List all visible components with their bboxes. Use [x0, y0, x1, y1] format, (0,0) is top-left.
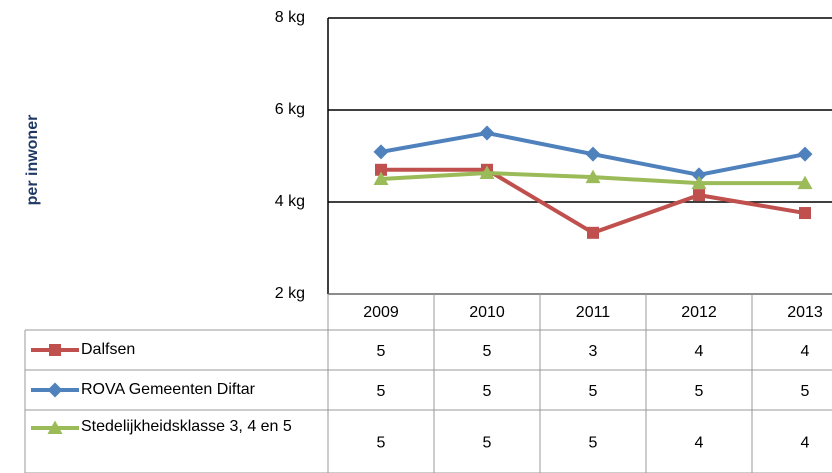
marker: [587, 226, 599, 239]
y-tick-label: 8 kg: [275, 9, 305, 26]
x-tick-label: 2011: [576, 304, 611, 321]
marker: [373, 144, 389, 160]
table-value: 5: [589, 383, 598, 400]
y-tick-label: 6 kg: [275, 101, 305, 118]
marker: [375, 163, 387, 176]
marker: [691, 175, 707, 190]
marker: [693, 189, 705, 202]
table-value: 5: [483, 383, 492, 400]
table-value: 5: [589, 435, 598, 452]
table-value: 5: [377, 383, 386, 400]
x-tick-label: 2010: [469, 304, 505, 321]
y-tick-label: 2 kg: [275, 285, 305, 302]
table-value: 5: [483, 343, 492, 360]
table-value: 4: [695, 435, 704, 452]
table-value: 5: [377, 343, 386, 360]
marker: [585, 169, 601, 184]
table-value: 5: [483, 435, 492, 452]
legend-cell: Stedelijkheidsklasse 3, 4 en 5: [81, 416, 331, 438]
x-tick-label: 2013: [787, 304, 823, 321]
marker: [691, 167, 707, 183]
table-value: 5: [695, 383, 704, 400]
legend-label-box: Dalfsen: [81, 339, 331, 361]
table-value: 4: [801, 435, 810, 452]
legend-label: Dalfsen: [81, 341, 136, 358]
y-axis-label: per inwoner: [24, 115, 41, 206]
marker: [585, 146, 601, 162]
marker: [479, 125, 495, 141]
legend-cell: Dalfsen: [81, 339, 331, 361]
table-value: 4: [801, 343, 810, 360]
marker: [799, 207, 811, 220]
marker: [49, 344, 61, 356]
y-tick-label: 4 kg: [275, 193, 305, 210]
marker: [47, 382, 63, 398]
marker: [479, 165, 495, 180]
table-value: 3: [589, 343, 598, 360]
x-tick-label: 2009: [363, 304, 399, 321]
legend-cell: ROVA Gemeenten Diftar: [81, 379, 331, 401]
legend-label: ROVA Gemeenten Diftar: [81, 381, 255, 398]
table-value: 4: [695, 343, 704, 360]
marker: [47, 420, 63, 434]
marker: [797, 146, 813, 162]
table-value: 5: [377, 435, 386, 452]
marker: [373, 171, 389, 185]
legend-label-box: ROVA Gemeenten Diftar: [81, 379, 331, 401]
legend-label-box: Stedelijkheidsklasse 3, 4 en 5: [81, 416, 331, 438]
legend-label: Stedelijkheidsklasse 3, 4 en 5: [81, 418, 292, 435]
marker: [797, 175, 813, 190]
table-value: 5: [801, 383, 810, 400]
x-tick-label: 2012: [681, 304, 717, 321]
